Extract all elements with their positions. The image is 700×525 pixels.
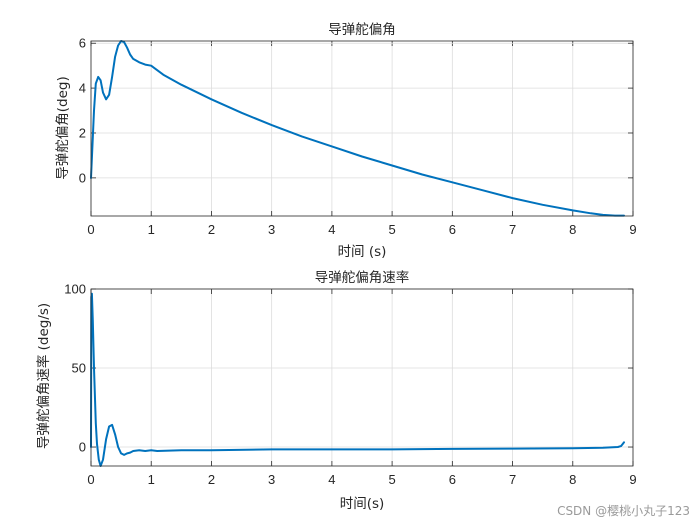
watermark: CSDN @樱桃小丸子123 [557, 504, 690, 518]
y-tick-label: 0 [79, 440, 86, 455]
x-tick-label: 7 [509, 222, 516, 237]
chart-title: 导弹舵偏角速率 [315, 269, 410, 286]
subplot-rudder-angle: 导弹舵偏角 时间 (s) 导弹舵偏角(deg) 0 1 2 3 4 5 6 7 8 9 0 2 4 6 [55, 22, 637, 260]
x-axis-label: 时间 (s) [338, 244, 387, 260]
y-tick-label: 4 [79, 81, 86, 96]
x-tick-label: 1 [148, 222, 155, 237]
tick-labels: 0 1 2 3 4 5 6 7 8 9 0 50 100 [64, 282, 636, 488]
x-tick-label: 5 [388, 472, 395, 487]
x-tick-label: 7 [509, 472, 516, 487]
x-tick-label: 3 [268, 222, 275, 237]
x-tick-label: 4 [328, 222, 335, 237]
y-tick-label: 0 [79, 170, 86, 185]
axes-box [90, 288, 634, 467]
x-tick-label: 9 [629, 222, 636, 237]
y-axis-label: 导弹舵偏角(deg) [55, 76, 71, 179]
series-group [90, 292, 625, 467]
x-tick-label: 2 [208, 222, 215, 237]
chart-title: 导弹舵偏角 [328, 22, 396, 38]
x-tick-label: 9 [629, 472, 636, 487]
y-axis-label: 导弹舵偏角速率 (deg/s) [35, 303, 52, 449]
series-line [90, 292, 625, 467]
y-tick-label: 50 [72, 361, 86, 376]
x-tick-label: 8 [569, 222, 576, 237]
series-line [90, 40, 625, 217]
x-tick-label: 5 [388, 222, 395, 237]
y-tick-label: 6 [79, 36, 86, 51]
x-tick-label: 6 [449, 472, 456, 487]
x-tick-label: 0 [87, 472, 94, 487]
x-tick-label: 4 [328, 472, 335, 487]
grid [90, 41, 634, 216]
tick-labels: 0 1 2 3 4 5 6 7 8 9 0 2 4 6 [79, 36, 637, 237]
x-axis-label: 时间(s) [340, 496, 385, 512]
x-tick-label: 2 [208, 472, 215, 487]
x-tick-label: 1 [148, 472, 155, 487]
subplot-rudder-rate: 导弹舵偏角速率 时间(s) 导弹舵偏角速率 (deg/s) 0 1 2 3 4 5 6 7 8 9… [35, 269, 637, 512]
grid [90, 288, 634, 466]
x-tick-label: 0 [87, 222, 94, 237]
x-tick-label: 6 [449, 222, 456, 237]
x-tick-label: 8 [569, 472, 576, 487]
x-tick-label: 3 [268, 472, 275, 487]
y-tick-label: 100 [64, 282, 86, 297]
y-tick-label: 2 [79, 125, 86, 140]
series-group [90, 40, 625, 217]
axes-box [90, 40, 634, 217]
